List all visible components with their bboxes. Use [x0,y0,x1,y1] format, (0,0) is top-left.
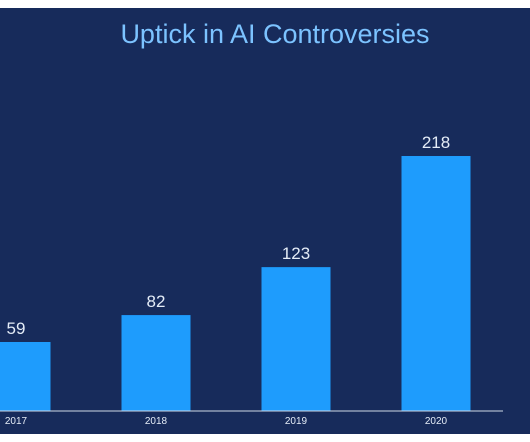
chart-frame: Uptick in AI Controversies 59 82 123 218 20… [0,8,530,434]
data-label-2020: 218 [422,133,450,152]
data-label-2017: 59 [7,319,26,338]
data-label-2019: 123 [282,244,310,263]
x-tick-label-2020: 2020 [425,416,448,427]
x-tick-label-2017: 2017 [5,416,28,427]
data-label-2018: 82 [147,292,166,311]
x-tick-labels-group: 2017 2018 2019 2020 [5,416,448,427]
bar-2019 [261,267,331,411]
value-labels-group: 59 82 123 218 [7,133,451,338]
bar-2020 [401,156,471,411]
chart-title: Uptick in AI Controversies [120,19,429,49]
x-tick-label-2018: 2018 [145,416,168,427]
bar-2017 [0,341,51,411]
x-tick-label-2019: 2019 [285,416,308,427]
bar-chart: Uptick in AI Controversies 59 82 123 218 20… [0,8,530,434]
bars-group [0,156,471,411]
bar-2018 [121,315,191,411]
